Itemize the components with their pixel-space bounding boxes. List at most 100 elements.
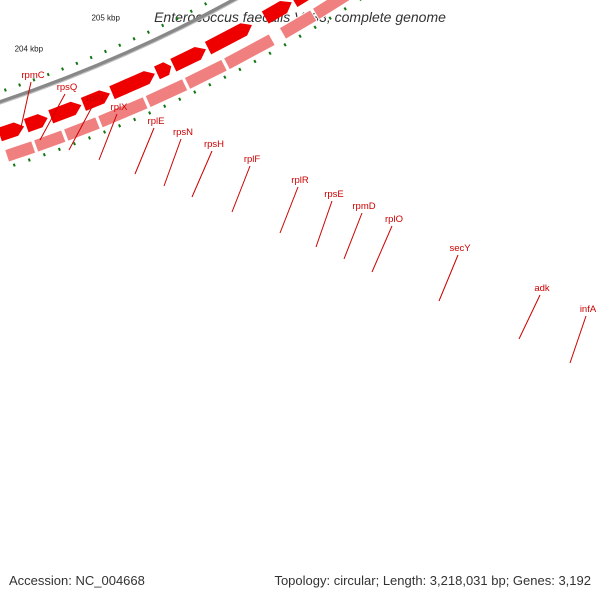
tick-inner [18,83,22,87]
backbone-shadow [0,0,239,105]
leader-line [569,315,587,364]
gene-label-rplN: rplN [86,93,104,104]
tick-outer [148,111,152,115]
gene-label-rpsQ: rpsQ [57,82,78,93]
tick-outer [12,163,16,167]
tick-outer [118,124,122,128]
leader-line [231,165,251,213]
cds-arrow [80,90,110,111]
gene-label-rpmD: rpmD [352,201,375,212]
tick-outer [103,130,107,134]
gene-band [62,116,101,142]
leader-line [163,138,182,187]
cds-arrow [48,101,82,124]
gene-label-rpmC: rpmC [21,70,44,81]
cds-arrow [0,122,25,142]
gene-band [183,58,229,91]
gene-label-secY: secY [449,243,471,254]
gene-band [278,9,318,40]
tick-outer [193,90,197,94]
tick-outer [57,147,61,152]
backbone-line [0,0,237,104]
tick-outer [328,16,332,20]
gene-band [311,0,352,21]
gene-band [32,129,67,153]
leader-line [371,225,393,273]
gene-label-rplO: rplO [385,214,403,225]
gene-label-rplE: rplE [148,116,165,127]
cds-arrow [109,71,155,100]
gene-label-infA: infA [580,304,597,315]
tick-inner [61,67,65,71]
tick-outer [133,117,137,122]
leader-line [191,150,213,198]
tick-outer [238,67,242,72]
tick-inner [204,2,208,6]
tick-inner [118,43,122,47]
cds-arrow [293,0,309,7]
tick-inner [189,9,193,14]
tick-inner [3,88,7,92]
gene-label-rpsE: rpsE [324,189,344,200]
tick-inner [132,37,136,41]
leader-line [68,104,94,151]
gene-bands [4,0,352,163]
gene-label-rplX: rplX [111,102,129,113]
tick-inner [32,78,36,82]
cds-arrow [261,0,292,24]
topology-text: Topology: circular; Length: 3,218,031 bp… [274,573,591,588]
leader-line [343,212,363,260]
tick-outer [343,7,347,11]
cds-arrow [154,62,172,80]
leader-line [39,93,66,141]
tick-inner [89,55,93,60]
tick-outer [253,59,257,64]
tick-outer [268,51,272,56]
tick-outer [208,82,212,87]
tick-outer [283,43,287,47]
gene-band [96,96,149,129]
kbp-label: 204 kbp [15,44,44,53]
leader-line [315,200,333,248]
kbp-label: 205 kbp [91,13,120,22]
tick-inner [146,30,150,34]
tick-outer [223,75,227,79]
cds-arrow [170,47,206,72]
gene-band [144,78,189,109]
genome-backbone [0,0,239,105]
tick-inner [175,16,179,21]
gene-band [222,33,276,71]
gene-label-rplR: rplR [291,175,309,186]
gene-label-rpsH: rpsH [204,139,224,150]
tick-outer [88,136,91,140]
leader-line [98,113,118,161]
gene-labels: rpmC rpsQ rplN rplX rplE rpsN rpsH rplF rplR rpsE… [19,70,597,364]
tick-inner [46,72,50,77]
gene-label-adk: adk [534,283,550,294]
leader-line [438,254,459,302]
cds-arrows [0,0,309,142]
gene-band [4,140,37,163]
cds-arrow [23,114,48,133]
tick-inner [75,61,79,66]
gene-label-rpsN: rpsN [173,127,193,138]
tick-outer [163,104,167,108]
gene-label-rplF: rplF [244,154,261,165]
tick-inner [103,49,107,54]
leader-line [518,294,541,340]
cds-arrow [204,23,252,55]
tick-outer [72,141,76,146]
tick-outer [27,158,31,162]
tick-outer [42,153,46,157]
tick-outer [178,97,182,102]
tick-outer [313,25,317,30]
accession-text: Accession: NC_004668 [9,573,145,588]
tick-inner [161,23,165,28]
tick-outer [298,34,302,38]
tick-marks [3,0,362,167]
leader-line [279,186,299,234]
leader-line [134,127,155,175]
leader-line [19,81,32,133]
